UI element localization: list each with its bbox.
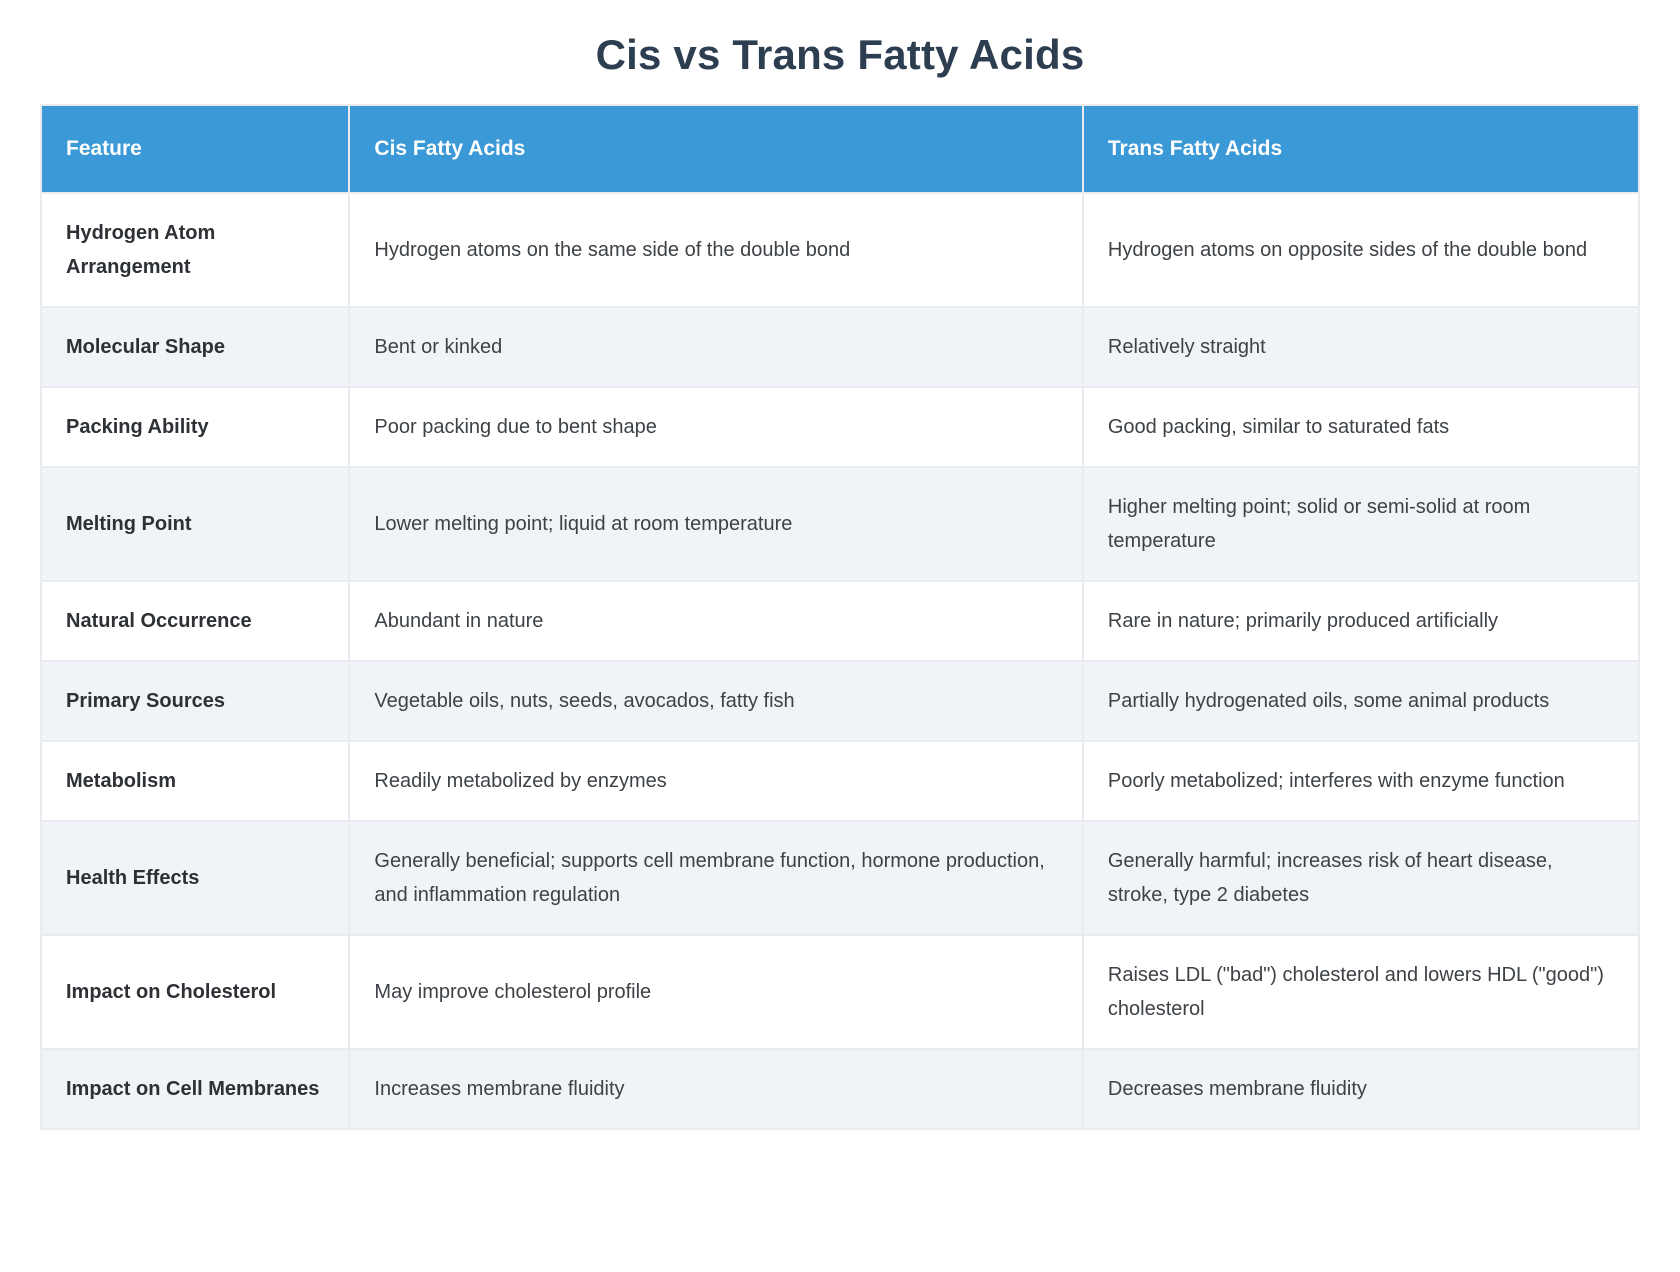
column-header-trans: Trans Fatty Acids	[1081, 104, 1641, 194]
trans-cell: Relatively straight	[1081, 305, 1641, 388]
table-row: Health Effects Generally beneficial; sup…	[39, 819, 1641, 936]
cis-cell: Readily metabolized by enzymes	[348, 739, 1084, 822]
feature-cell: Impact on Cell Membranes	[39, 1047, 351, 1130]
feature-cell: Health Effects	[39, 819, 351, 936]
page-title: Cis vs Trans Fatty Acids	[595, 31, 1085, 78]
trans-cell: Higher melting point; solid or semi-soli…	[1081, 465, 1641, 582]
trans-cell: Decreases membrane fluidity	[1081, 1047, 1641, 1130]
feature-cell: Packing Ability	[39, 385, 351, 468]
cis-cell: May improve cholesterol profile	[348, 933, 1084, 1050]
table-row: Molecular Shape Bent or kinked Relativel…	[39, 305, 1641, 388]
feature-cell: Metabolism	[39, 739, 351, 822]
feature-cell: Primary Sources	[39, 659, 351, 742]
trans-cell: Raises LDL ("bad") cholesterol and lower…	[1081, 933, 1641, 1050]
cis-cell: Lower melting point; liquid at room temp…	[348, 465, 1084, 582]
trans-cell: Hydrogen atoms on opposite sides of the …	[1081, 191, 1641, 308]
table-row: Impact on Cell Membranes Increases membr…	[39, 1047, 1641, 1130]
cis-cell: Increases membrane fluidity	[348, 1047, 1084, 1130]
table-row: Impact on Cholesterol May improve choles…	[39, 933, 1641, 1050]
cis-cell: Poor packing due to bent shape	[348, 385, 1084, 468]
feature-cell: Natural Occurrence	[39, 579, 351, 662]
column-header-feature: Feature	[39, 104, 351, 194]
feature-cell: Melting Point	[39, 465, 351, 582]
table-row: Natural Occurrence Abundant in nature Ra…	[39, 579, 1641, 662]
header-row: Feature Cis Fatty Acids Trans Fatty Acid…	[39, 104, 1641, 194]
cis-cell: Hydrogen atoms on the same side of the d…	[348, 191, 1084, 308]
cis-cell: Generally beneficial; supports cell memb…	[348, 819, 1084, 936]
cis-cell: Bent or kinked	[348, 305, 1084, 388]
column-header-cis: Cis Fatty Acids	[348, 104, 1084, 194]
trans-cell: Rare in nature; primarily produced artif…	[1081, 579, 1641, 662]
trans-cell: Partially hydrogenated oils, some animal…	[1081, 659, 1641, 742]
trans-cell: Poorly metabolized; interferes with enzy…	[1081, 739, 1641, 822]
table-body: Hydrogen Atom Arrangement Hydrogen atoms…	[39, 191, 1641, 1130]
cis-cell: Abundant in nature	[348, 579, 1084, 662]
table-header: Feature Cis Fatty Acids Trans Fatty Acid…	[39, 104, 1641, 194]
trans-cell: Good packing, similar to saturated fats	[1081, 385, 1641, 468]
table-row: Metabolism Readily metabolized by enzyme…	[39, 739, 1641, 822]
feature-cell: Molecular Shape	[39, 305, 351, 388]
table-row: Packing Ability Poor packing due to bent…	[39, 385, 1641, 468]
table-row: Hydrogen Atom Arrangement Hydrogen atoms…	[39, 191, 1641, 308]
feature-cell: Hydrogen Atom Arrangement	[39, 191, 351, 308]
cis-cell: Vegetable oils, nuts, seeds, avocados, f…	[348, 659, 1084, 742]
feature-cell: Impact on Cholesterol	[39, 933, 351, 1050]
comparison-table: Feature Cis Fatty Acids Trans Fatty Acid…	[39, 104, 1641, 1130]
table-row: Primary Sources Vegetable oils, nuts, se…	[39, 659, 1641, 742]
table-row: Melting Point Lower melting point; liqui…	[39, 465, 1641, 582]
trans-cell: Generally harmful; increases risk of hea…	[1081, 819, 1641, 936]
